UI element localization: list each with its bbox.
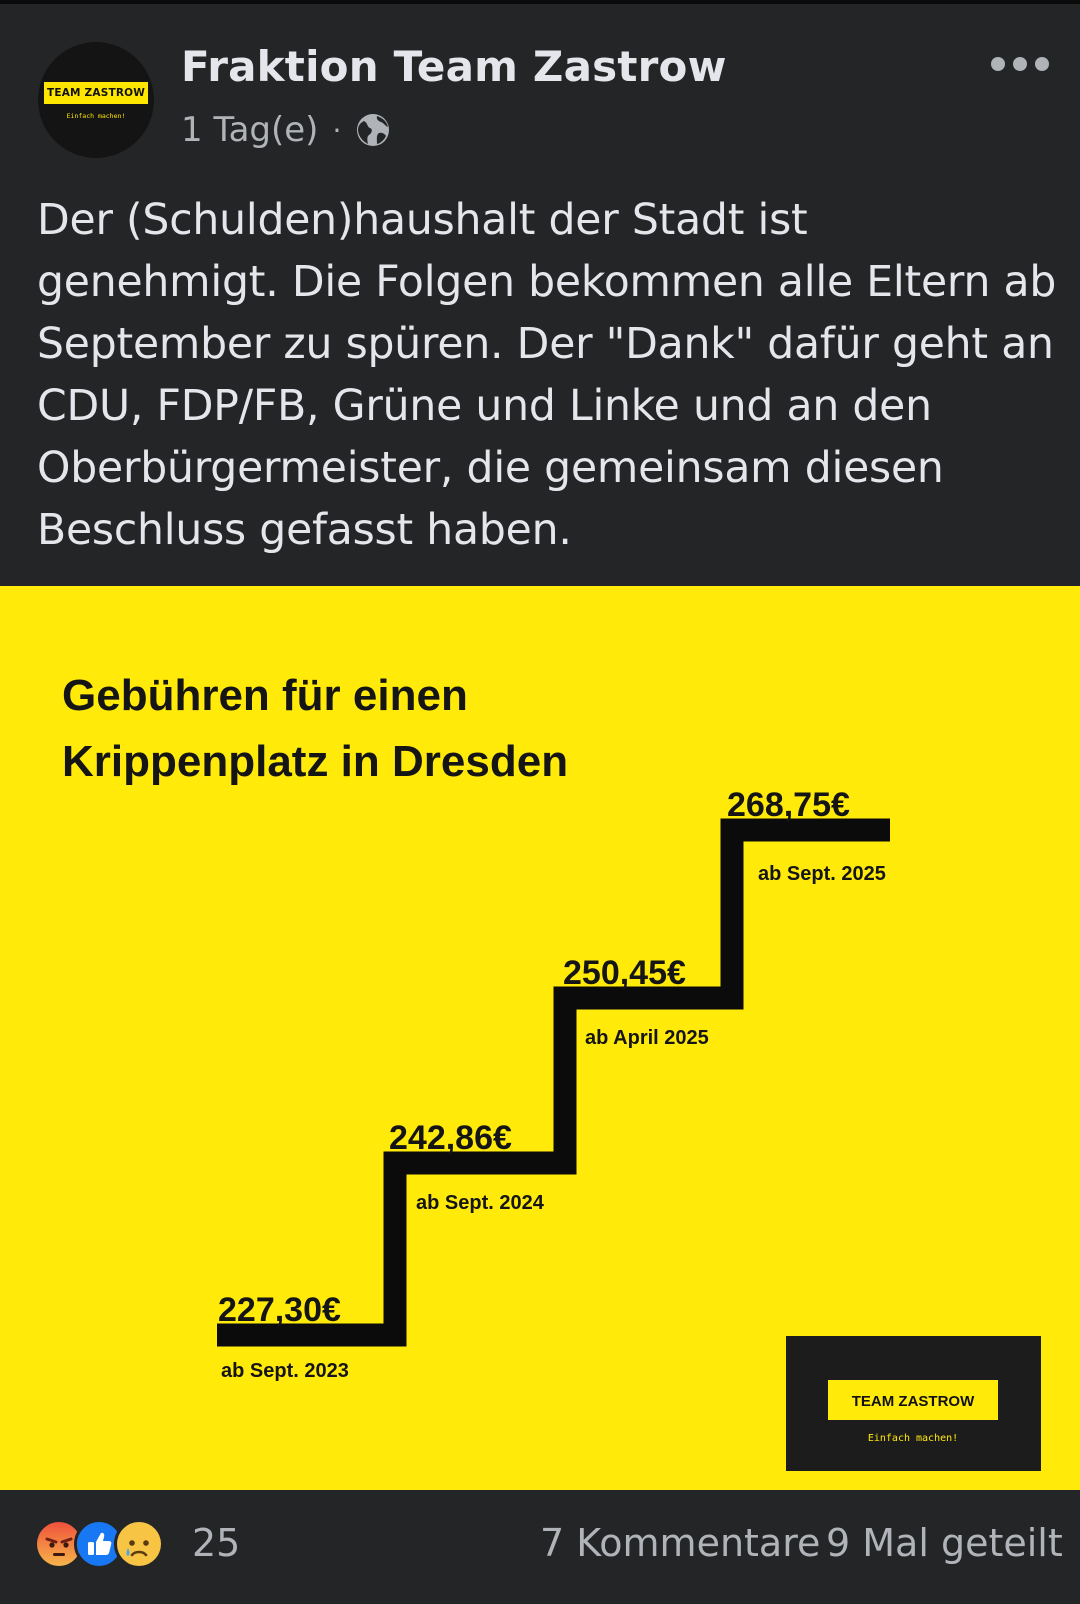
team-zastrow-logo: TEAM ZASTROW Einfach machen! [786,1336,1041,1471]
post-footer [0,1490,1080,1604]
step-2-date: ab Sept. 2024 [416,1192,545,1214]
graphic-title-line2: Krippenplatz in Dresden [62,737,568,786]
step-4-price: 268,75€ [727,786,850,824]
comments-count-link[interactable]: 7 Kommentare [540,1521,821,1565]
more-options-icon[interactable] [990,52,1050,76]
shares-count-link[interactable]: 9 Mal geteilt [826,1521,1063,1565]
meta-separator: · [332,113,342,147]
reaction-icons[interactable] [34,1518,164,1570]
step-2-price: 242,86€ [389,1119,512,1157]
avatar-badge: TEAM ZASTROW [44,82,148,104]
post-meta: 1 Tag(e) · [181,110,391,150]
sad-icon [114,1519,164,1569]
logo-tagline-text: Einfach machen! [868,1433,958,1444]
step-3-price: 250,45€ [563,954,686,992]
step-1-date: ab Sept. 2023 [221,1360,349,1382]
avatar[interactable]: TEAM ZASTROW Einfach machen! [38,42,154,158]
post-time[interactable]: 1 Tag(e) [181,110,319,150]
step-4-date: ab Sept. 2025 [758,863,886,885]
top-divider [0,0,1080,4]
post-text: Der (Schulden)haushalt der Stadt ist gen… [37,196,1057,555]
avatar-tagline: Einfach machen! [66,112,126,120]
step-3-date: ab April 2025 [585,1027,709,1049]
post-header: TEAM ZASTROW Einfach machen! Fraktion Te… [0,0,1080,170]
reaction-count[interactable]: 25 [192,1521,241,1565]
globe-icon [355,112,391,148]
staircase-line [217,818,890,1347]
author-name[interactable]: Fraktion Team Zastrow [181,42,727,91]
step-1-price: 227,30€ [218,1291,341,1329]
graphic-title-line1: Gebühren für einen [62,671,468,720]
logo-badge-text: TEAM ZASTROW [852,1393,975,1410]
post-image[interactable]: Gebühren für einen Krippenplatz in Dresd… [0,586,1080,1490]
